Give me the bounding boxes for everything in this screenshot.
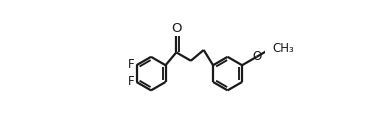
Text: CH₃: CH₃ [273, 42, 294, 55]
Text: F: F [128, 58, 135, 71]
Text: O: O [171, 22, 181, 35]
Text: O: O [252, 50, 261, 63]
Text: F: F [128, 75, 135, 89]
